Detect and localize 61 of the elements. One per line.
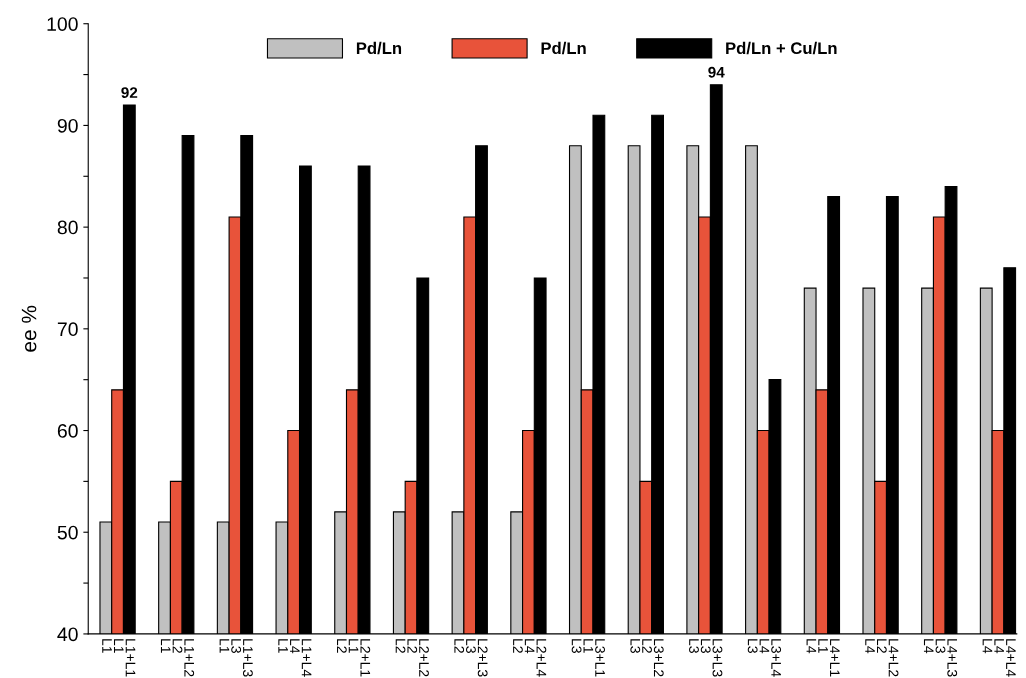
- x-tick-label: L4+L2: [888, 639, 899, 677]
- x-tick-label: L2: [407, 639, 418, 653]
- x-tick-label: L4: [982, 639, 993, 654]
- x-tick-label: L2+L2: [419, 639, 429, 677]
- x-tick-label: L3+L1: [595, 639, 605, 677]
- x-tick-label: L2+L1: [360, 639, 371, 677]
- x-tick-label: L4+L3: [947, 639, 958, 677]
- x-tick-label: L1+L2: [184, 639, 195, 677]
- x-tick-label: L2+L3: [477, 639, 488, 677]
- y-tick-label: 80: [57, 220, 78, 235]
- x-tick-label: L3: [630, 639, 641, 653]
- y-tick-label: 50: [57, 525, 78, 540]
- x-tick-label: L1: [160, 639, 171, 653]
- x-tick-label: L2: [454, 639, 465, 653]
- x-tick-label: L1: [583, 639, 594, 653]
- x-tick-label: L2: [877, 639, 887, 653]
- x-tick-label: L4: [865, 639, 875, 654]
- x-tick-label: L2: [337, 639, 347, 653]
- x-tick-label: L3: [935, 639, 946, 653]
- x-tick-label: L3+L4: [771, 639, 782, 677]
- x-tick-label: L4+L1: [830, 639, 840, 677]
- x-tick-label: L3: [689, 639, 699, 653]
- legend-label: Pd/Ln: [356, 41, 402, 55]
- x-tick-label: L1: [102, 639, 112, 653]
- x-tick-label: L1: [113, 639, 124, 653]
- x-tick-label: L3: [466, 639, 476, 653]
- x-tick-label: L1: [219, 639, 230, 653]
- x-tick-label: L3: [700, 639, 711, 653]
- x-tick-label: L3: [231, 639, 242, 653]
- x-tick-label: L4: [994, 639, 1004, 654]
- x-tick-label: L2: [513, 639, 523, 653]
- x-tick-label: L4+L4: [1006, 639, 1016, 677]
- x-tick-label: L4: [524, 639, 535, 654]
- x-tick-label: L3: [571, 639, 582, 653]
- x-tick-label: L1: [818, 639, 828, 653]
- x-tick-label: L1+L4: [301, 639, 312, 677]
- y-tick-label: 60: [57, 424, 78, 438]
- x-tick-label: L3: [747, 639, 758, 653]
- y-tick-label: 40: [57, 627, 78, 642]
- x-tick-label: L2: [642, 639, 652, 653]
- x-tick-label: L1+L1: [125, 639, 136, 677]
- y-tick-label: 100: [47, 17, 78, 31]
- x-tick-label: L4: [759, 639, 770, 654]
- x-tick-label: L2: [172, 639, 183, 653]
- x-tick-label: L4: [290, 639, 300, 654]
- y-tick-label: 70: [57, 322, 78, 337]
- x-tick-label: L3+L2: [653, 639, 664, 677]
- y-tick-label: 90: [57, 118, 78, 133]
- data-label: 92: [121, 87, 138, 98]
- x-tick-label: L4: [923, 639, 934, 654]
- legend-label: Pd/Ln + Cu/Ln: [726, 41, 837, 55]
- x-tick-label: L1: [278, 639, 288, 653]
- x-tick-label: L1+L3: [242, 639, 253, 677]
- x-tick-label: L2+L4: [536, 639, 547, 677]
- y-axis-title: ee %: [21, 305, 37, 352]
- x-tick-label: L2: [395, 639, 406, 653]
- data-label: 94: [708, 66, 725, 78]
- legend-label: Pd/Ln: [541, 41, 586, 55]
- x-tick-label: L1: [348, 639, 359, 653]
- x-tick-label: L4: [806, 639, 817, 654]
- x-tick-label: L3+L3: [712, 639, 723, 677]
